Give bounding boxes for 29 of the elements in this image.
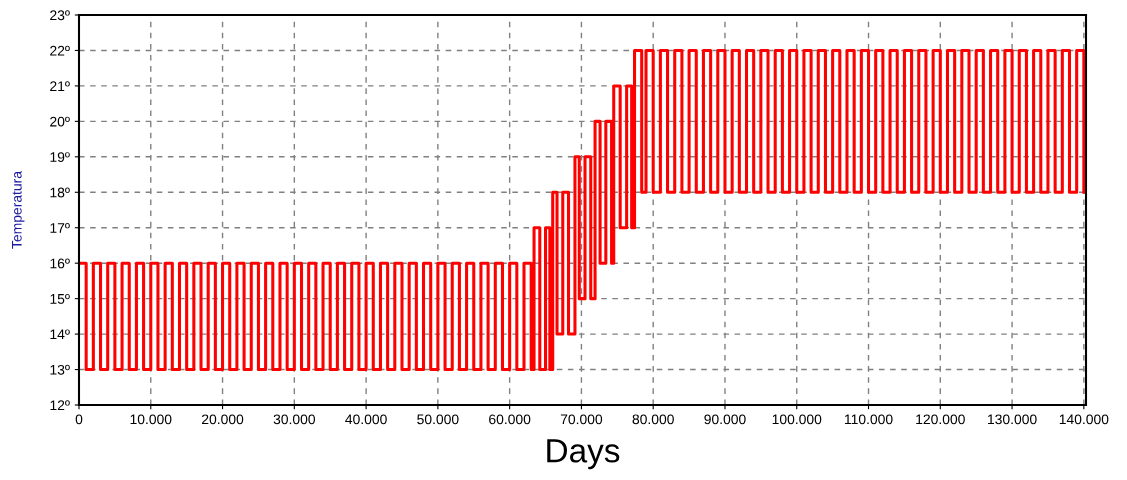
x-tick-label: 80.000 <box>632 414 674 425</box>
y-tick-label: 23º <box>50 10 70 21</box>
x-tick-label: 30.000 <box>273 414 316 425</box>
y-tick-label: 14º <box>50 329 70 340</box>
y-tick-label: 16º <box>50 258 70 269</box>
x-tick-label: 120.000 <box>916 414 965 425</box>
x-tick-label: 110.000 <box>844 414 893 425</box>
x-tick-label: 70.000 <box>560 414 603 425</box>
y-tick-label: 15º <box>50 293 70 304</box>
y-tick-label: 20º <box>50 116 70 127</box>
y-axis-title: Temperatura <box>12 171 25 249</box>
x-tick-label: 40.000 <box>345 414 387 425</box>
y-tick-label: 19º <box>50 152 70 162</box>
y-tick-label: 13º <box>50 364 70 375</box>
x-tick-label: 140.000 <box>1059 414 1109 425</box>
y-tick-label: 22º <box>50 45 70 56</box>
y-tick-label: 17º <box>50 223 70 233</box>
x-tick-label: 50.000 <box>417 414 459 425</box>
x-tick-label: 10.000 <box>130 414 172 425</box>
x-tick-label: 0 <box>75 414 83 425</box>
x-tick-label: 60.000 <box>489 414 531 425</box>
x-tick-label: 90.000 <box>704 414 746 425</box>
y-tick-label: 18º <box>50 187 70 198</box>
x-tick-label: 100.000 <box>772 414 822 425</box>
x-tick-label: 20.000 <box>202 414 244 425</box>
x-axis-title: Days <box>547 439 620 470</box>
y-tick-label: 21º <box>50 81 70 91</box>
y-tick-label: 12º <box>50 400 70 411</box>
x-tick-label: 130.000 <box>988 414 1037 425</box>
